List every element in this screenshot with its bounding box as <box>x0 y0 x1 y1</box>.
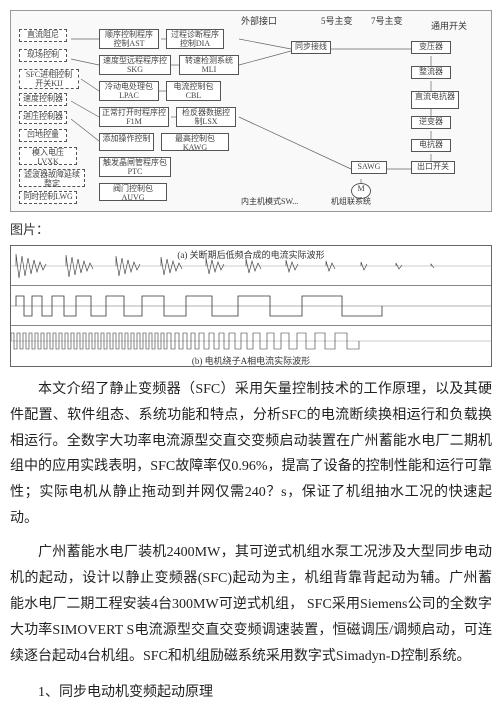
blk-mid-4: 冷动电处理包LPAC <box>99 81 159 101</box>
waveform-row-1 <box>11 286 491 326</box>
blk-mid-11: 阀门控制包AUVG <box>99 183 167 201</box>
block-diagram-figure: 外部接口 5号主变 7号主变 通用开关 直流阻尼 现场控制 SFC进相控制开关K… <box>10 10 492 212</box>
label-ext-port: 外部接口 <box>241 14 277 28</box>
blk-left-2: SFC进相控制开关KIJ <box>19 69 79 89</box>
blk-right-5: 电抗器 <box>411 139 451 152</box>
waveform-row-2: (b) 电机绕子A相电流实际波形 <box>11 326 491 366</box>
blk-mid-3: 转速检测系统MLI <box>179 55 239 75</box>
blk-right-7: SAWG <box>351 161 387 174</box>
heading-1: 1、同步电动机变频起动原理 <box>10 682 492 704</box>
blk-left-5: 凹地控量 <box>19 129 67 142</box>
label-switch: 通用开关 <box>431 19 467 33</box>
blk-right-2: 整流器 <box>411 66 451 79</box>
label-bottom-1: 机组联系统 <box>331 196 371 209</box>
label-bottom-0: 内主机模式SW... <box>241 196 298 209</box>
blk-left-7: 滤波器故障延续整定 <box>19 169 85 187</box>
image-label: 图片： <box>10 220 492 241</box>
blk-mid-5: 电流控制包CBL <box>166 81 221 101</box>
blk-mid-8: 添加操作控制 <box>99 133 154 151</box>
block-diagram: 外部接口 5号主变 7号主变 通用开关 直流阻尼 现场控制 SFC进相控制开关K… <box>11 11 491 211</box>
blk-left-8: 同时控制LWG <box>19 191 77 204</box>
blk-mid-7: 检反器数据控制LSX <box>176 107 236 127</box>
waveform-caption-0: (a) 关断期后低频合成的电流实际波形 <box>177 248 324 262</box>
blk-mid-1: 过程诊断程序控制DIA <box>166 29 224 49</box>
blk-left-4: 进压控制器 <box>19 111 67 124</box>
waveform-svg-1 <box>11 286 491 326</box>
waveform-row-0: (a) 关断期后低频合成的电流实际波形 <box>11 246 491 286</box>
blk-right-4: 逆变器 <box>411 116 451 129</box>
waveform-figure: (a) 关断期后低频合成的电流实际波形 <box>10 245 492 367</box>
blk-mid-6: 正常打开时程序控F1M <box>99 107 169 127</box>
blk-mid-2: 速度型远程程序控SKG <box>99 55 171 75</box>
blk-left-1: 现场控制 <box>19 49 67 62</box>
blk-mid-9: 最高控制包KAWG <box>161 133 229 151</box>
label-gen5: 5号主变 <box>321 14 353 28</box>
blk-right-1: 变压器 <box>411 41 451 54</box>
blk-right-3: 直流电抗器 <box>411 91 459 109</box>
blk-right-0: 同步接线 <box>291 41 331 54</box>
paragraph-2: 广州蓄能水电厂装机2400MW，其可逆式机组水泵工况涉及大型同步电动机的起动，设… <box>10 540 492 669</box>
paragraph-1: 本文介绍了静止变频器（SFC）采用矢量控制技术的工作原理，以及其硬件配置、软件组… <box>10 377 492 532</box>
blk-left-3: 速度控制器 <box>19 93 67 106</box>
blk-mid-0: 顺序控制程序控制AST <box>99 29 159 49</box>
blk-left-6: 模入电压LVXK <box>19 147 77 165</box>
blk-mid-10: 触发晶闸管程序包PTC <box>99 157 171 177</box>
blk-right-6: 出口开关 <box>411 161 455 174</box>
blk-left-0: 直流阻尼 <box>19 29 67 42</box>
waveform-caption-2: (b) 电机绕子A相电流实际波形 <box>192 354 310 366</box>
label-gen7: 7号主变 <box>371 14 403 28</box>
